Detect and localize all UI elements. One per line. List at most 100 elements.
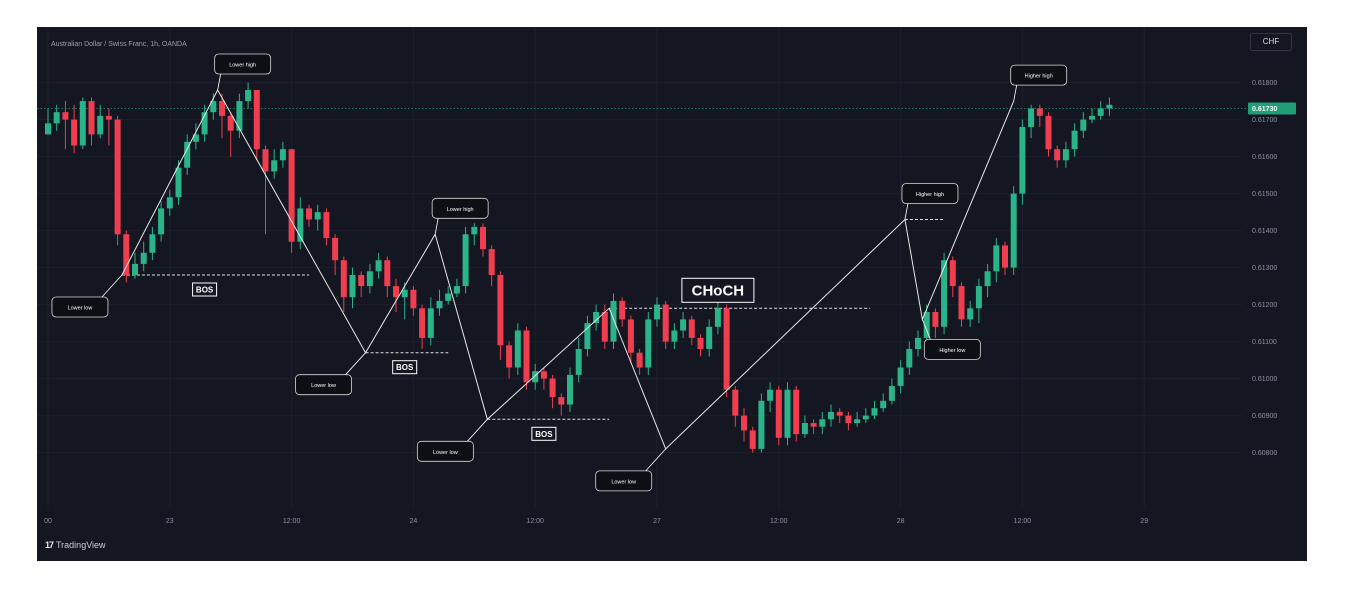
candle-body: [845, 415, 852, 423]
candle-body: [1080, 119, 1087, 131]
callout-box: [416, 440, 474, 462]
callout-label: Lower low: [611, 479, 636, 485]
candle-body: [192, 134, 199, 142]
candle-body: [593, 312, 600, 324]
candlestick-chart[interactable]: BOS BOS BOS CHoCH Lower high Lower low Lower …: [37, 27, 1307, 561]
candle-body: [697, 337, 704, 349]
time-tick-label: 12:00: [283, 518, 301, 525]
grid-lines: [37, 27, 1247, 507]
price-tick-label: 0.61700: [1252, 117, 1277, 124]
brand[interactable]: 17 TradingView: [45, 540, 106, 550]
callout-pointer: [921, 319, 931, 340]
candle-body: [97, 115, 104, 135]
candle-body: [540, 371, 547, 379]
callout-pointer: [434, 218, 439, 235]
structure-markers: BOS BOS BOS CHoCH: [192, 277, 755, 441]
candle-body: [166, 197, 173, 209]
price-tag-label: 0.61730: [1252, 106, 1277, 113]
candle-body: [497, 275, 504, 346]
bos-label: BOS: [535, 430, 553, 439]
callout-label: Lower low: [433, 450, 458, 456]
callout-pointer: [904, 203, 909, 220]
time-tick-label: 27: [653, 518, 661, 525]
candle-body: [332, 238, 339, 261]
candle-body: [654, 304, 660, 320]
candle-body: [619, 300, 626, 320]
candle-body: [1097, 108, 1104, 116]
candles: [45, 82, 1113, 453]
price-tick-label: 0.61400: [1252, 228, 1277, 235]
tradingview-logo-icon: 17: [45, 540, 54, 550]
candle-body: [836, 411, 843, 416]
candle-body: [949, 260, 956, 287]
candle-body: [184, 141, 191, 168]
candle-body: [1019, 127, 1026, 194]
candle-body: [245, 90, 252, 102]
candle-body: [906, 349, 913, 368]
candle-body: [323, 212, 330, 238]
price-tick-label: 0.61200: [1252, 302, 1277, 309]
candle-body: [636, 352, 643, 368]
callout-label: Lower high: [229, 63, 256, 69]
bos-label: BOS: [396, 363, 414, 372]
candle-body: [549, 378, 556, 398]
candle-body: [140, 252, 147, 264]
candle-body: [1054, 149, 1061, 161]
time-tick-label: 12:00: [770, 518, 788, 525]
candle-body: [279, 149, 286, 161]
candle-body: [314, 212, 321, 220]
candle-body: [732, 389, 739, 416]
price-axis: 0.61800 0.61700 0.61600 0.61500 0.61400 0.613…: [1252, 80, 1277, 457]
candle-body: [793, 389, 800, 435]
candle-body: [393, 286, 399, 298]
time-tick-label: 12:00: [1014, 518, 1032, 525]
callout-box: [295, 374, 352, 396]
currency-button[interactable]: CHF: [1250, 33, 1292, 51]
candle-body: [358, 275, 365, 287]
candle-body: [79, 101, 86, 146]
candle-body: [480, 226, 486, 250]
candle-body: [219, 101, 225, 116]
current-price-tag: 0.61730: [1248, 102, 1296, 115]
candle-body: [984, 271, 991, 287]
candle-body: [253, 90, 260, 150]
candle-body: [471, 226, 478, 235]
candle-body: [819, 419, 826, 427]
candle-body: [775, 389, 782, 438]
candle-body: [105, 115, 112, 120]
market-structure-line: [121, 88, 1015, 450]
bos-box: [192, 282, 218, 297]
candle-body: [680, 319, 687, 331]
candle-body: [53, 112, 60, 124]
candle-body: [1002, 245, 1008, 268]
candle-body: [445, 293, 452, 301]
bos-label: BOS: [196, 286, 214, 295]
candle-body: [45, 123, 51, 135]
price-tick-label: 0.61600: [1252, 154, 1277, 161]
candle-body: [506, 345, 513, 368]
callout-box: [214, 53, 272, 75]
candle-body: [1089, 115, 1095, 120]
candle-body: [749, 430, 756, 449]
candle-body: [401, 289, 408, 298]
candle-body: [854, 419, 861, 423]
time-tick-label: 12:00: [526, 518, 544, 525]
candle-body: [349, 275, 356, 298]
candle-body: [1036, 108, 1043, 116]
candle-body: [558, 397, 565, 405]
callout-pointer: [467, 419, 488, 442]
candle-body: [932, 312, 939, 327]
candle-body: [227, 115, 234, 131]
callout-box: [1010, 64, 1068, 86]
candle-body: [967, 308, 974, 320]
candle-body: [767, 389, 774, 401]
candle-body: [132, 263, 138, 275]
candle-body: [384, 260, 391, 287]
time-tick-label: 29: [1140, 518, 1148, 525]
swing-annotations: Lower high Lower low Lower high Lower low Lo…: [51, 53, 1068, 492]
candle-body: [262, 149, 269, 172]
choch-label: CHoCH: [692, 282, 745, 299]
candle-body: [236, 101, 243, 131]
choch-box: [681, 277, 755, 303]
chart-frame: BOS BOS BOS CHoCH Lower high Lower low Lower …: [37, 27, 1307, 561]
